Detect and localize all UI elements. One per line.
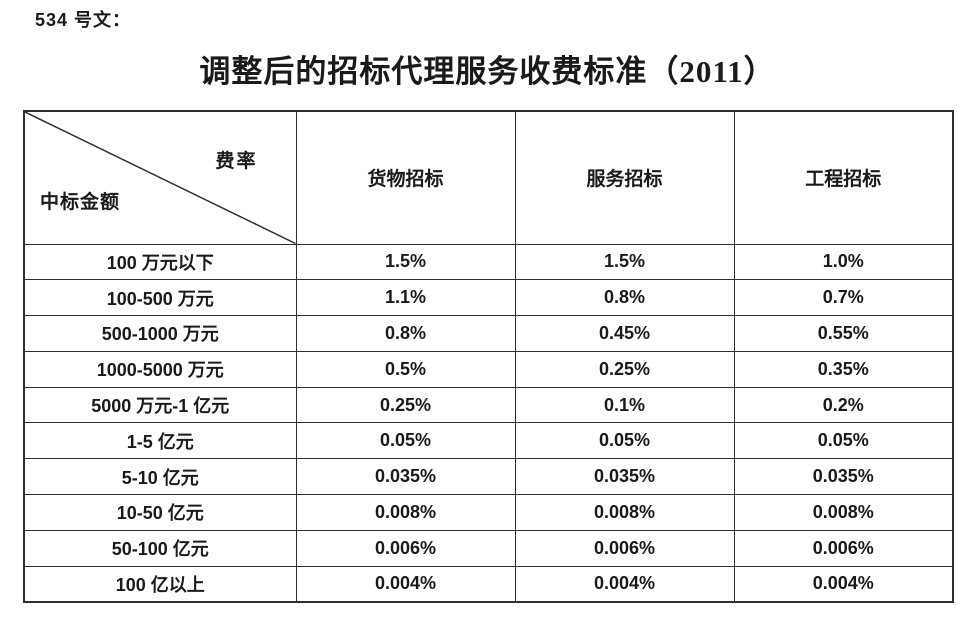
rate-cell: 0.05% — [514, 422, 735, 460]
header-row: 费率 中标金额 货物招标 服务招标 工程招标 — [23, 110, 954, 245]
table-row: 1-5 亿元 0.05% 0.05% 0.05% — [23, 422, 954, 460]
table-row: 5-10 亿元 0.035% 0.035% 0.035% — [23, 458, 954, 496]
table-row: 100-500 万元 1.1% 0.8% 0.7% — [23, 279, 954, 317]
rate-cell: 0.35% — [733, 350, 954, 388]
doc-number: 534 号文： — [35, 10, 132, 30]
rate-cell: 0.035% — [295, 458, 516, 496]
rate-cell: 0.004% — [295, 565, 516, 603]
column-header-services: 服务招标 — [514, 110, 735, 245]
corner-label-rate: 费率 — [215, 151, 258, 172]
rate-cell: 0.55% — [733, 315, 954, 352]
rate-cell: 0.035% — [733, 458, 954, 496]
rate-cell: 0.008% — [514, 494, 735, 531]
rate-cell: 0.2% — [733, 386, 954, 424]
amount-cell: 50-100 亿元 — [23, 529, 297, 567]
rate-cell: 0.05% — [295, 422, 516, 460]
rate-cell: 0.25% — [295, 386, 516, 424]
corner-label-amount: 中标金额 — [40, 191, 121, 213]
rate-cell: 0.008% — [295, 494, 516, 531]
amount-cell: 5-10 亿元 — [23, 458, 297, 496]
rate-cell: 0.5% — [295, 350, 516, 388]
rate-cell: 0.008% — [733, 494, 954, 531]
column-header-goods: 货物招标 — [295, 110, 516, 245]
rate-cell: 0.25% — [514, 350, 735, 388]
amount-cell: 5000 万元-1 亿元 — [23, 386, 297, 424]
table-row: 1000-5000 万元 0.5% 0.25% 0.35% — [23, 350, 954, 388]
rate-cell: 0.006% — [514, 529, 735, 567]
amount-cell: 10-50 亿元 — [23, 494, 297, 531]
rate-cell: 0.7% — [733, 279, 954, 317]
rate-cell: 0.035% — [514, 458, 735, 496]
rate-cell: 0.8% — [514, 279, 735, 317]
amount-cell: 1000-5000 万元 — [23, 350, 297, 388]
rate-cell: 1.5% — [514, 243, 735, 281]
rate-cell: 0.8% — [295, 315, 516, 352]
rate-cell: 0.006% — [733, 529, 954, 567]
table-row: 500-1000 万元 0.8% 0.45% 0.55% — [23, 315, 954, 352]
diagonal-divider-line — [25, 112, 296, 244]
table-row: 100 万元以下 1.5% 1.5% 1.0% — [23, 243, 954, 281]
rate-cell: 0.004% — [733, 565, 954, 603]
amount-cell: 500-1000 万元 — [23, 315, 297, 352]
table-row: 10-50 亿元 0.008% 0.008% 0.008% — [23, 494, 954, 531]
table-row: 5000 万元-1 亿元 0.25% 0.1% 0.2% — [23, 386, 954, 424]
rate-cell: 1.5% — [295, 243, 516, 281]
rate-cell: 1.1% — [295, 279, 516, 317]
fee-rate-table: 费率 中标金额 货物招标 服务招标 工程招标 100 万元以下 1.5% 1.5… — [23, 110, 954, 603]
table-row: 100 亿以上 0.004% 0.004% 0.004% — [23, 565, 954, 603]
rate-cell: 0.006% — [295, 529, 516, 567]
table-corner-cell: 费率 中标金额 — [23, 110, 297, 245]
rate-cell: 0.05% — [733, 422, 954, 460]
rate-cell: 0.004% — [514, 565, 735, 603]
rate-cell: 1.0% — [733, 243, 954, 281]
column-header-works: 工程招标 — [733, 110, 954, 245]
table-row: 50-100 亿元 0.006% 0.006% 0.006% — [23, 529, 954, 567]
amount-cell: 100 万元以下 — [23, 243, 297, 281]
amount-cell: 1-5 亿元 — [23, 422, 297, 460]
rate-cell: 0.45% — [514, 315, 735, 352]
rate-cell: 0.1% — [514, 386, 735, 424]
page-title: 调整后的招标代理服务收费标准（2011） — [199, 54, 776, 89]
amount-cell: 100 亿以上 — [23, 565, 297, 603]
amount-cell: 100-500 万元 — [23, 279, 297, 317]
